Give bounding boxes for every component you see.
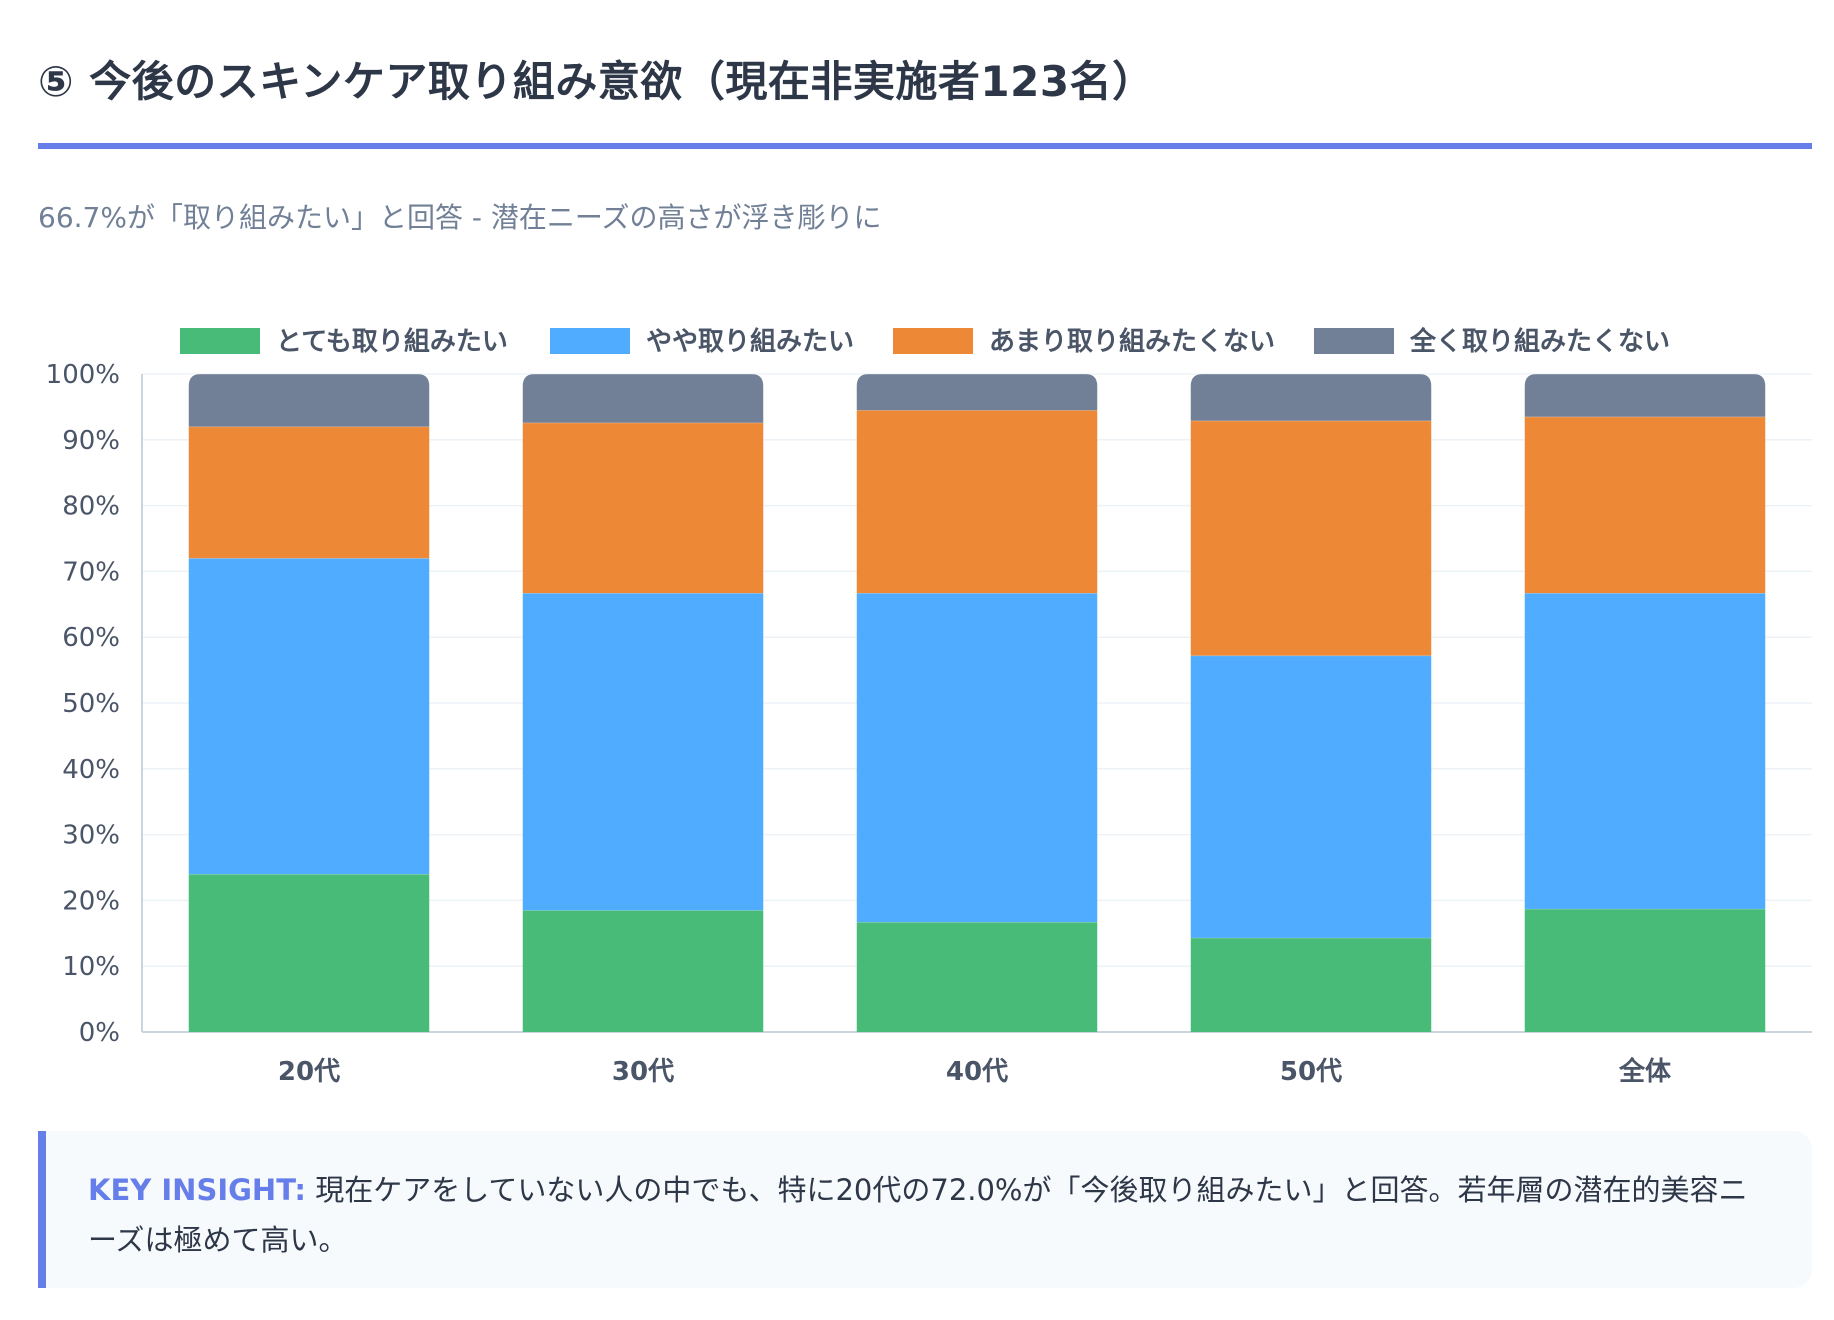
key-insight-box: KEY INSIGHT: 現在ケアをしていない人の中でも、特に20代の72.0%… <box>38 1131 1812 1288</box>
bar-segment <box>188 558 430 875</box>
page-title: ⑤ 今後のスキンケア取り組み意欲（現在非実施者123名） <box>38 57 1155 106</box>
bar-segment <box>1524 593 1766 909</box>
y-tick-label: 50% <box>62 689 120 719</box>
bar-segment <box>188 874 430 1032</box>
y-tick-label: 100% <box>46 360 120 390</box>
legend-label: 全く取り組みたくない <box>1409 326 1670 357</box>
legend-label: とても取り組みたい <box>276 326 508 357</box>
y-tick-label: 40% <box>62 755 120 785</box>
chart-bars <box>188 373 1766 1032</box>
bar-segment <box>1190 937 1432 1032</box>
title-divider <box>38 143 1812 149</box>
bar-segment <box>522 374 764 423</box>
y-tick-label: 60% <box>62 623 120 653</box>
bar-segment <box>1190 655 1432 938</box>
x-tick-label: 50代 <box>1280 1057 1342 1087</box>
legend-swatch <box>1314 328 1394 354</box>
x-tick-label: 40代 <box>946 1057 1008 1087</box>
x-axis: 20代 30代 40代 50代 全体 <box>278 1056 1672 1087</box>
legend-swatch <box>893 328 973 354</box>
key-insight-label: KEY INSIGHT: <box>88 1173 306 1207</box>
bar-segment <box>1190 374 1432 421</box>
y-tick-label: 10% <box>62 952 120 982</box>
bar-segment <box>856 922 1098 1032</box>
bar-segment <box>856 410 1098 594</box>
y-tick-label: 90% <box>62 426 120 456</box>
y-tick-label: 30% <box>62 821 120 851</box>
bar-segment <box>856 374 1098 411</box>
chart-legend: とても取り組みたい やや取り組みたい あまり取り組みたくない 全く取り組みたくない <box>180 326 1670 357</box>
bar-segment <box>522 910 764 1032</box>
y-tick-label: 0% <box>79 1018 120 1048</box>
y-tick-label: 20% <box>62 886 120 916</box>
y-axis: 0% 10% 20% 30% 40% 50% 60% 70% 80% 90% 100% <box>46 360 143 1048</box>
key-insight-text: 現在ケアをしていない人の中でも、特に20代の72.0%が「今後取り組みたい」と回… <box>88 1173 1748 1257</box>
x-tick-label: 20代 <box>278 1057 340 1087</box>
bar-segment <box>1524 374 1766 417</box>
page-subtitle: 66.7%が「取り組みたい」と回答 - 潜在ニーズの高さが浮き彫りに <box>38 201 882 234</box>
x-tick-label: 全体 <box>1618 1056 1672 1087</box>
y-tick-label: 80% <box>62 492 120 522</box>
bar-segment <box>1524 908 1766 1032</box>
legend-label: あまり取り組みたくない <box>989 326 1275 357</box>
bar-segment <box>188 374 430 427</box>
x-tick-label: 30代 <box>612 1057 674 1087</box>
bar-segment <box>856 593 1098 923</box>
legend-swatch <box>180 328 260 354</box>
y-tick-label: 70% <box>62 557 120 587</box>
bar-segment <box>1524 416 1766 594</box>
bar-segment <box>522 422 764 594</box>
legend-swatch <box>550 328 630 354</box>
legend-label: やや取り組みたい <box>646 326 854 357</box>
bar-segment <box>1190 420 1432 656</box>
stacked-bar-chart: とても取り組みたい やや取り組みたい あまり取り組みたくない 全く取り組みたくない 0… <box>46 326 1812 1087</box>
bar-segment <box>522 593 764 911</box>
bar-segment <box>188 426 430 559</box>
